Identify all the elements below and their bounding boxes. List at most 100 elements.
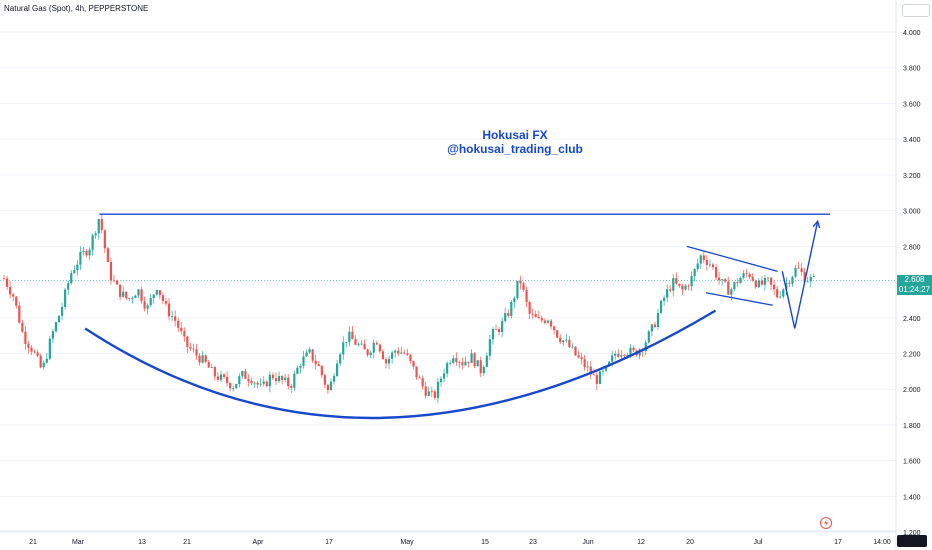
candle-body [79, 252, 82, 265]
candle-body [183, 331, 186, 337]
candle-body [48, 338, 51, 359]
candle-body [216, 376, 220, 380]
candle-body [644, 342, 647, 351]
candle-body [299, 365, 302, 368]
candle-body [262, 381, 265, 384]
candle-body [180, 327, 183, 332]
candle-body [540, 318, 543, 321]
candle-body [247, 378, 250, 382]
candle-body [115, 280, 119, 285]
candle-body [666, 289, 669, 298]
candle-body [617, 353, 620, 357]
candle-body [210, 366, 213, 368]
candle-body [623, 355, 626, 356]
candle-body [739, 277, 742, 284]
candle-body [678, 283, 681, 286]
candle-body [311, 349, 314, 361]
candle-body [504, 313, 507, 322]
candle-body [528, 302, 531, 314]
candle-body [207, 362, 210, 368]
candle-body [403, 352, 406, 354]
candle-body [177, 320, 180, 328]
candle-body [149, 298, 152, 306]
candle-body [274, 378, 278, 382]
lightning-icon[interactable] [820, 517, 832, 529]
candle-body [323, 375, 326, 385]
symbol-title[interactable]: Natural Gas (Spot), 4h, PEPPERSTONE [4, 4, 149, 13]
candle-body [464, 361, 467, 366]
candle-body [241, 371, 244, 377]
candle-body [293, 373, 296, 388]
candle-body [577, 355, 580, 358]
candle-body [131, 298, 134, 299]
candle-body [684, 285, 687, 290]
candle-body [45, 358, 48, 363]
flag-lower-line[interactable] [705, 292, 773, 306]
candle-body [537, 317, 540, 319]
candle-body [225, 376, 229, 384]
candle-body [421, 378, 424, 387]
candle-body [788, 283, 791, 284]
candle-body [779, 296, 782, 298]
candle-body [82, 250, 85, 253]
candle-body [259, 383, 262, 385]
x-tick-label: 14:00 [873, 539, 891, 546]
candle-body [806, 281, 809, 283]
candle-body [400, 352, 403, 354]
candle-body [476, 360, 479, 367]
bar-countdown: 01:24:27 [898, 285, 931, 294]
x-tick-label: May [400, 539, 414, 546]
candle-body [146, 305, 149, 309]
settings-button[interactable] [902, 4, 930, 17]
candle-body [219, 374, 223, 380]
y-tick-label: 4.000 [903, 30, 921, 37]
candle-body [189, 346, 192, 349]
candle-body [705, 259, 708, 265]
candle-body [39, 355, 42, 368]
candle-body [794, 267, 797, 277]
candle-body [125, 291, 128, 299]
candle-body [253, 382, 256, 384]
candle-body [488, 339, 492, 356]
candle-body [785, 283, 788, 290]
candle-body [213, 366, 216, 377]
flag-upper-line[interactable] [686, 245, 778, 272]
candle-body [418, 377, 421, 379]
candle-body [12, 294, 15, 297]
candle-body [170, 316, 174, 318]
candle-body [51, 331, 54, 339]
candle-body [27, 343, 30, 348]
candle-body [354, 339, 357, 345]
projection-path[interactable] [781, 221, 819, 329]
cup-curve[interactable] [84, 309, 717, 420]
candle-body [433, 391, 436, 398]
candle-body [140, 289, 143, 302]
candle-body [702, 255, 705, 260]
candle-body [436, 381, 440, 398]
candle-body [543, 320, 547, 323]
candle-body [708, 264, 712, 266]
candle-body [103, 230, 106, 249]
y-tick-label: 3.600 [903, 101, 921, 108]
y-tick-label: 1.400 [903, 494, 921, 501]
candle-body [681, 285, 684, 290]
candle-body [757, 280, 760, 288]
candle-body [54, 322, 58, 332]
candle-body [446, 363, 449, 374]
y-tick-label: 1.800 [903, 423, 921, 430]
candle-body [42, 362, 45, 368]
candle-body [271, 374, 275, 379]
candle-body [439, 378, 443, 382]
candle-body [699, 255, 702, 264]
candle-body [134, 295, 137, 299]
x-tick-label: 15 [481, 539, 489, 546]
candle-body [76, 264, 79, 271]
candle-body [94, 233, 97, 236]
drawings[interactable] [84, 213, 831, 420]
tradingview-logo-icon[interactable] [897, 535, 927, 547]
candle-body [277, 376, 281, 382]
candle-body [424, 386, 427, 396]
candle-body [442, 373, 446, 379]
candle-body [339, 354, 342, 364]
